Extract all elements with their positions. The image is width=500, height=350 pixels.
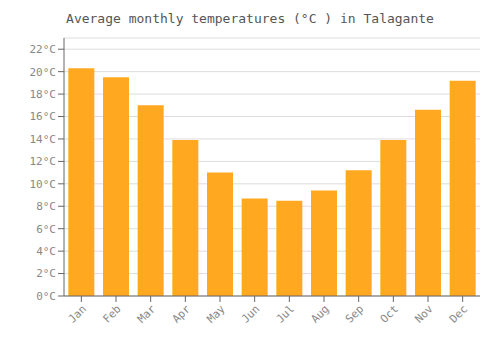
- html-text:Average monthly temperatures (: Average monthly temperatures (°C ) in Ta…: [66, 11, 434, 26]
- svg-text:4°C: 4°C: [36, 245, 56, 258]
- svg-text:Mar: Mar: [135, 302, 159, 326]
- svg-text:Apr: Apr: [170, 302, 194, 326]
- svg-text:14°C: 14°C: [30, 133, 57, 146]
- svg-text:Jan: Jan: [66, 302, 89, 325]
- svg-text:6°C: 6°C: [36, 223, 56, 236]
- svg-text:Aug: Aug: [308, 302, 331, 325]
- svg-text:0°C: 0°C: [36, 290, 56, 303]
- svg-text:Oct: Oct: [378, 302, 401, 325]
- svg-text:May: May: [204, 302, 228, 326]
- svg-text:12°C: 12°C: [30, 155, 57, 168]
- svg-text:Nov: Nov: [412, 302, 436, 326]
- svg-text:10°C: 10°C: [30, 178, 57, 191]
- svg-text:20°C: 20°C: [30, 66, 57, 79]
- svg-text:8°C: 8°C: [36, 200, 56, 213]
- svg-text:Jul: Jul: [274, 302, 297, 325]
- svg-text:16°C: 16°C: [30, 110, 57, 123]
- svg-text:2°C: 2°C: [36, 267, 56, 280]
- svg-text:18°C: 18°C: [30, 88, 57, 101]
- svg-text:22°C: 22°C: [30, 43, 57, 56]
- svg-text:Jun: Jun: [239, 302, 262, 325]
- svg-text:Dec: Dec: [447, 302, 470, 325]
- svg-text:Sep: Sep: [343, 302, 366, 325]
- svg-text:Feb: Feb: [100, 302, 123, 325]
